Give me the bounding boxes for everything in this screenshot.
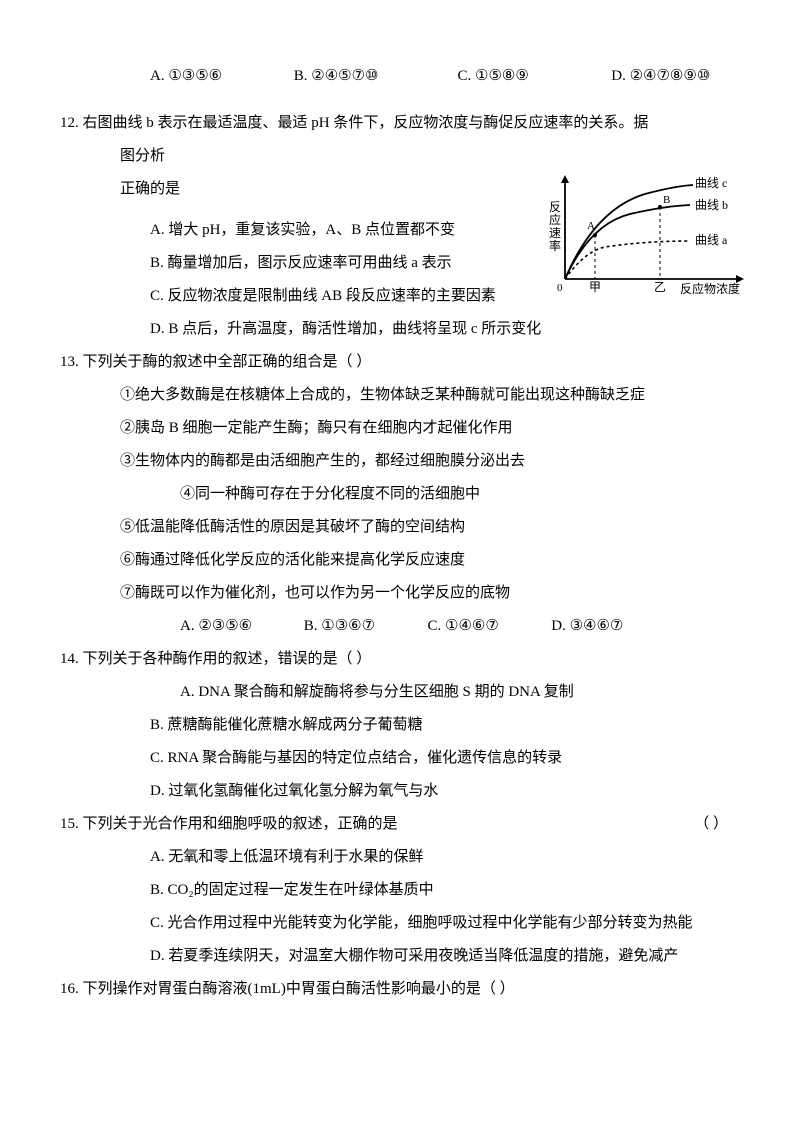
question-14: 14. 下列关于各种酶作用的叙述，错误的是（ ） A. DNA 聚合酶和解旋酶将… bbox=[60, 643, 740, 808]
question-16: 16. 下列操作对胃蛋白酶溶液(1mL)中胃蛋白酶活性影响最小的是（ ） bbox=[60, 973, 740, 1006]
q14-d: D. 过氧化氢酶催化过氧化氢分解为氧气与水 bbox=[60, 775, 740, 808]
q12-graph: A B 反 应 速 率 0 甲 乙 反应物浓度 曲线 c 曲线 b 曲线 a bbox=[545, 169, 750, 299]
svg-text:率: 率 bbox=[549, 238, 561, 253]
q14-a: A. DNA 聚合酶和解旋酶将参与分生区细胞 S 期的 DNA 复制 bbox=[60, 676, 740, 709]
point-A-label: A bbox=[587, 220, 595, 232]
q13-b: B. ①③⑥⑦ bbox=[304, 610, 424, 643]
q15-stem: 15. 下列关于光合作用和细胞呼吸的叙述，正确的是 bbox=[60, 816, 398, 832]
svg-text:曲线 a: 曲线 a bbox=[695, 233, 728, 247]
opt-d: D. ②④⑦⑧⑨⑩ bbox=[611, 60, 710, 93]
q15-b: B. CO₂的固定过程一定发生在叶绿体基质中 bbox=[60, 874, 740, 907]
q14-b: B. 蔗糖酶能催化蔗糖水解成两分子葡萄糖 bbox=[60, 709, 740, 742]
q14-c: C. RNA 聚合酶能与基因的特定位点结合，催化遗传信息的转录 bbox=[60, 742, 740, 775]
q13-s3: ③生物体内的酶都是由活细胞产生的，都经过细胞膜分泌出去 bbox=[60, 445, 740, 478]
svg-text:0: 0 bbox=[557, 282, 563, 294]
q13-s5: ⑤低温能降低酶活性的原因是其破坏了酶的空间结构 bbox=[60, 511, 740, 544]
svg-text:反应物浓度: 反应物浓度 bbox=[680, 281, 740, 296]
q15-d: D. 若夏季连续阴天，对温室大棚作物可采用夜晚适当降低温度的措施，避免减产 bbox=[60, 940, 740, 973]
svg-text:反: 反 bbox=[549, 200, 561, 214]
svg-text:速: 速 bbox=[549, 226, 561, 240]
q13-stem: 13. 下列关于酶的叙述中全部正确的组合是（ ） bbox=[60, 346, 740, 379]
q12-stem-line1: 12. 右图曲线 b 表示在最适温度、最适 pH 条件下，反应物浓度与酶促反应速… bbox=[60, 107, 740, 140]
q13-options: A. ②③⑤⑥ B. ①③⑥⑦ C. ①④⑥⑦ D. ③④⑥⑦ bbox=[60, 610, 740, 643]
point-B-label: B bbox=[663, 194, 670, 206]
q13-s2: ②胰岛 B 细胞一定能产生酶；酶只有在细胞内才起催化作用 bbox=[60, 412, 740, 445]
question-15: 15. 下列关于光合作用和细胞呼吸的叙述，正确的是 （ ） A. 无氧和零上低温… bbox=[60, 808, 740, 973]
q12-opt-d: D. B 点后，升高温度，酶活性增加，曲线将呈现 c 所示变化 bbox=[60, 313, 740, 346]
q13-s6: ⑥酶通过降低化学反应的活化能来提高化学反应速度 bbox=[60, 544, 740, 577]
svg-text:曲线 c: 曲线 c bbox=[695, 176, 727, 190]
q13-c: C. ①④⑥⑦ bbox=[428, 610, 548, 643]
opt-a: A. ①③⑤⑥ bbox=[150, 60, 290, 93]
opt-c: C. ①⑤⑧⑨ bbox=[458, 60, 608, 93]
q13-s4: ④同一种酶可存在于分化程度不同的活细胞中 bbox=[60, 478, 740, 511]
q13-a: A. ②③⑤⑥ bbox=[180, 610, 300, 643]
question-13: 13. 下列关于酶的叙述中全部正确的组合是（ ） ①绝大多数酶是在核糖体上合成的… bbox=[60, 346, 740, 643]
q11-options: A. ①③⑤⑥ B. ②④⑤⑦⑩ C. ①⑤⑧⑨ D. ②④⑦⑧⑨⑩ bbox=[60, 60, 740, 93]
q16-stem: 16. 下列操作对胃蛋白酶溶液(1mL)中胃蛋白酶活性影响最小的是（ ） bbox=[60, 973, 740, 1006]
q15-c: C. 光合作用过程中光能转变为化学能，细胞呼吸过程中化学能有少部分转变为热能 bbox=[60, 907, 740, 940]
question-12: 12. 右图曲线 b 表示在最适温度、最适 pH 条件下，反应物浓度与酶促反应速… bbox=[60, 107, 740, 346]
opt-b: B. ②④⑤⑦⑩ bbox=[294, 60, 454, 93]
q15-paren: （ ） bbox=[694, 808, 728, 841]
q14-stem: 14. 下列关于各种酶作用的叙述，错误的是（ ） bbox=[60, 643, 740, 676]
q13-s1: ①绝大多数酶是在核糖体上合成的，生物体缺乏某种酶就可能出现这种酶缺乏症 bbox=[60, 379, 740, 412]
svg-text:曲线 b: 曲线 b bbox=[695, 198, 728, 212]
q15-a: A. 无氧和零上低温环境有利于水果的保鲜 bbox=[60, 841, 740, 874]
svg-text:甲: 甲 bbox=[589, 280, 601, 294]
q13-s7: ⑦酶既可以作为催化剂，也可以作为另一个化学反应的底物 bbox=[60, 577, 740, 610]
svg-text:应: 应 bbox=[549, 212, 561, 227]
q13-d: D. ③④⑥⑦ bbox=[551, 610, 623, 643]
svg-text:乙: 乙 bbox=[654, 280, 666, 294]
